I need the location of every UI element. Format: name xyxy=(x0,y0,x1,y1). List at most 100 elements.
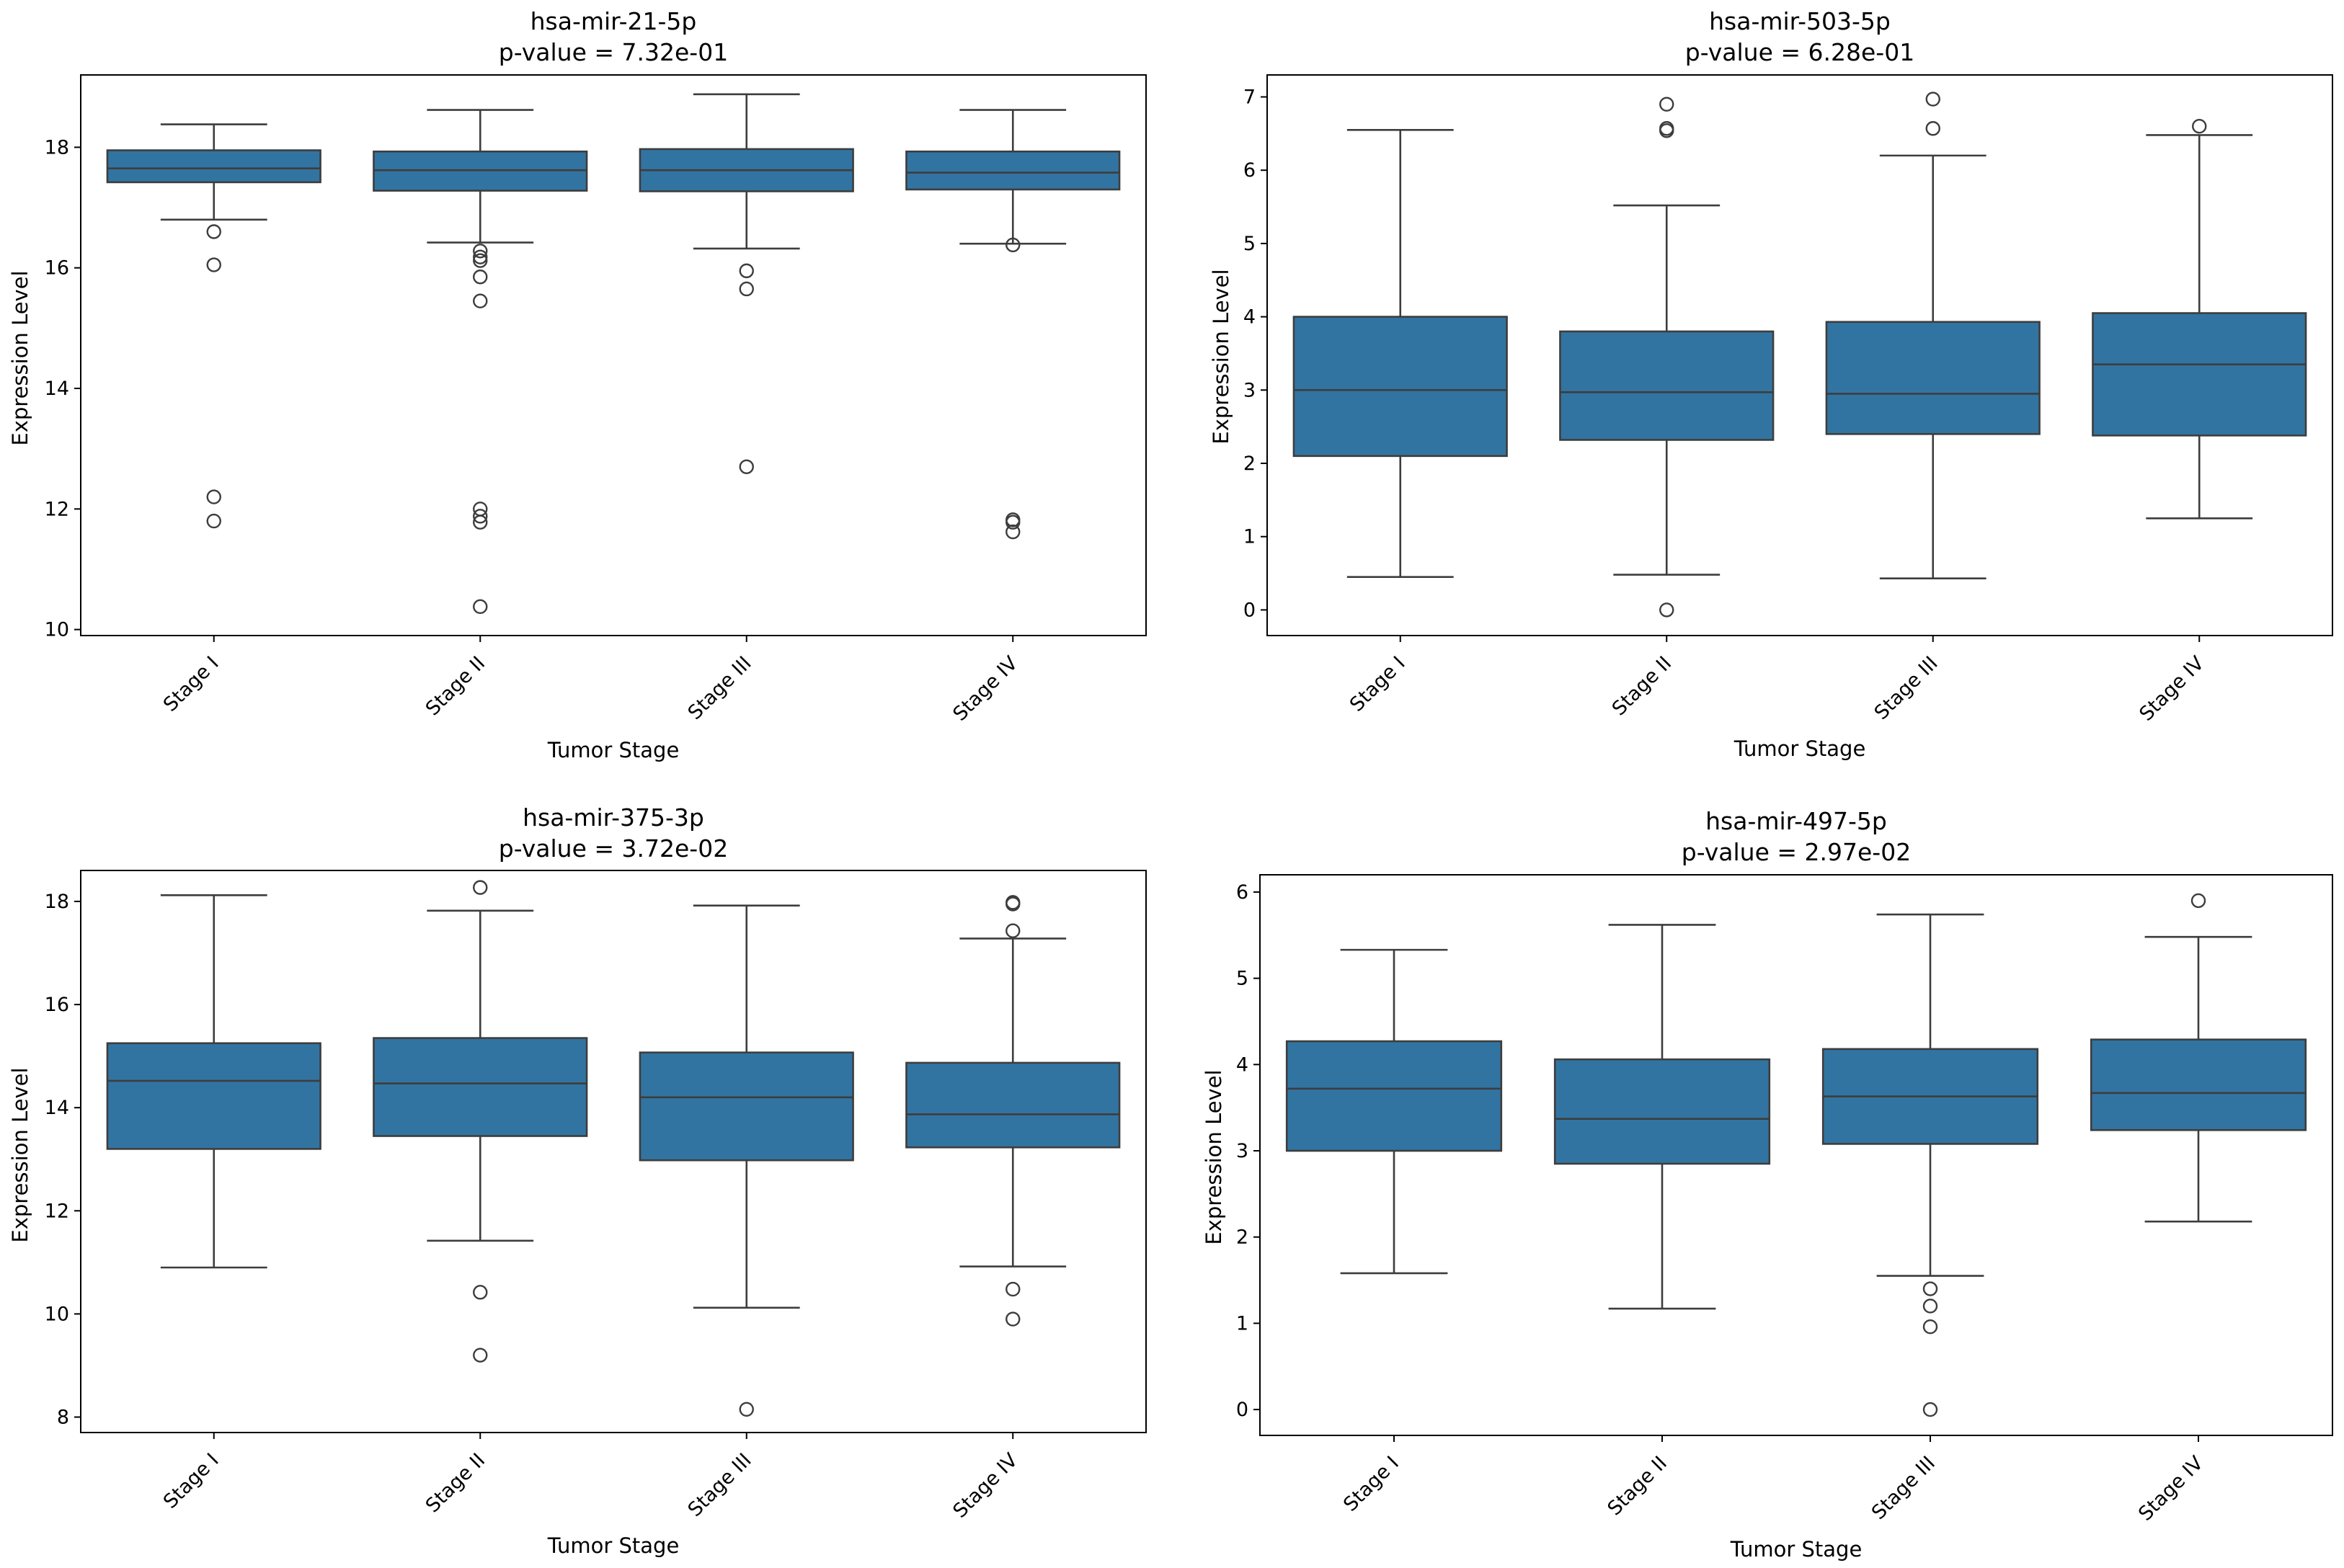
y-tick-label: 18 xyxy=(45,136,69,159)
y-tick-label: 3 xyxy=(1236,1140,1248,1162)
box-stage-iv xyxy=(2092,118,2307,520)
y-tick-label: 5 xyxy=(1243,233,1256,255)
y-axis-label: Expression Level xyxy=(8,1067,32,1242)
outlier-point xyxy=(1005,896,1021,912)
y-tick-label: 6 xyxy=(1236,881,1248,904)
outlier-point xyxy=(473,244,488,259)
subplot-pvalue: p-value = 6.28e-01 xyxy=(1685,38,1914,66)
x-axis-label: Tumor Stage xyxy=(547,738,680,762)
y-tick-label: 2 xyxy=(1243,453,1256,475)
y-tick-label: 14 xyxy=(45,1097,69,1119)
y-tick-label: 12 xyxy=(45,1200,69,1222)
plot-frame xyxy=(80,870,1147,1433)
outlier-point xyxy=(1005,1281,1021,1297)
y-tick-label: 16 xyxy=(45,994,69,1016)
box-stage-ii xyxy=(1553,924,1771,1310)
outlier-point xyxy=(2192,118,2207,134)
y-axis-label: Expression Level xyxy=(8,270,32,445)
box-stage-i xyxy=(1292,128,1508,578)
y-tick-label: 18 xyxy=(45,891,69,913)
x-axis-label: Tumor Stage xyxy=(1733,736,1866,761)
outlier-point xyxy=(739,281,754,297)
iqr-box xyxy=(1553,1058,1771,1165)
outlier-point xyxy=(473,1348,488,1363)
outlier-point xyxy=(1925,121,1940,136)
subplot-title: hsa-mir-375-3p xyxy=(523,803,704,832)
y-tick-label: 10 xyxy=(45,1303,69,1325)
plot-frame xyxy=(1266,74,2333,636)
outlier-point xyxy=(473,514,488,530)
box-stage-ii xyxy=(373,880,588,1363)
y-tick-label: 16 xyxy=(45,257,69,280)
plot-frame xyxy=(80,74,1147,636)
iqr-box xyxy=(905,150,1121,191)
y-axis-label: Expression Level xyxy=(1202,1069,1226,1244)
outlier-point xyxy=(206,224,221,239)
outlier-point xyxy=(473,599,488,615)
iqr-box xyxy=(1285,1040,1503,1152)
outlier-point xyxy=(1659,602,1674,618)
subplot-title: hsa-mir-503-5p xyxy=(1709,7,1891,35)
subplot-title: hsa-mir-497-5p xyxy=(1705,807,1887,835)
plot-frame xyxy=(1259,874,2333,1436)
y-tick-label: 10 xyxy=(45,619,69,641)
iqr-box xyxy=(106,149,321,184)
y-tick-label: 4 xyxy=(1236,1054,1248,1076)
box-stage-i xyxy=(106,894,321,1269)
iqr-box xyxy=(639,1051,854,1162)
y-tick-label: 2 xyxy=(1236,1226,1248,1249)
iqr-box xyxy=(2092,312,2307,437)
outlier-point xyxy=(473,509,488,524)
box-stage-iv xyxy=(905,895,1121,1327)
y-tick-label: 8 xyxy=(57,1407,69,1429)
outlier-point xyxy=(206,489,221,504)
y-tick-label: 12 xyxy=(45,498,69,520)
outlier-point xyxy=(739,1402,754,1417)
outlier-point xyxy=(1005,1311,1021,1327)
box-stage-iii xyxy=(639,904,854,1417)
iqr-box xyxy=(1825,321,2041,435)
box-stage-i xyxy=(1285,948,1503,1275)
subplot-pvalue: p-value = 3.72e-02 xyxy=(499,834,728,863)
outlier-point xyxy=(1005,237,1021,253)
outlier-point xyxy=(206,257,221,272)
outlier-point xyxy=(739,263,754,279)
iqr-box xyxy=(905,1061,1121,1149)
outlier-point xyxy=(473,253,488,268)
outlier-point xyxy=(1922,1298,1938,1314)
box-stage-ii xyxy=(1559,97,1775,618)
outlier-point xyxy=(1922,1319,1938,1335)
y-tick-label: 6 xyxy=(1243,159,1256,182)
outlier-point xyxy=(473,270,488,285)
box-stage-iv xyxy=(905,109,1121,540)
outlier-point xyxy=(1925,92,1940,107)
y-tick-label: 0 xyxy=(1236,1399,1248,1421)
x-axis-label: Tumor Stage xyxy=(1730,1537,1863,1562)
subplot-pvalue: p-value = 2.97e-02 xyxy=(1682,838,1911,866)
y-axis-label: Expression Level xyxy=(1209,269,1233,444)
outlier-point xyxy=(1005,524,1021,540)
outlier-point xyxy=(739,459,754,474)
box-stage-iv xyxy=(2090,893,2307,1223)
outlier-point xyxy=(1659,123,1674,138)
y-tick-label: 5 xyxy=(1236,968,1248,990)
outlier-point xyxy=(2190,893,2206,909)
subplot-pvalue: p-value = 7.32e-01 xyxy=(499,38,728,66)
outlier-point xyxy=(206,513,221,529)
iqr-box xyxy=(373,1037,588,1137)
outlier-point xyxy=(473,1285,488,1300)
box-stage-ii xyxy=(373,109,588,615)
outlier-point xyxy=(473,249,488,264)
outlier-point xyxy=(473,293,488,308)
outlier-point xyxy=(1922,1402,1938,1417)
outlier-point xyxy=(1659,97,1674,112)
y-tick-label: 4 xyxy=(1243,306,1256,329)
y-tick-label: 1 xyxy=(1243,526,1256,548)
iqr-box xyxy=(1559,330,1775,441)
y-tick-label: 1 xyxy=(1236,1312,1248,1335)
y-tick-label: 3 xyxy=(1243,379,1256,401)
outlier-point xyxy=(473,880,488,895)
box-stage-iii xyxy=(1821,913,2039,1417)
box-stage-iii xyxy=(1825,92,2041,579)
